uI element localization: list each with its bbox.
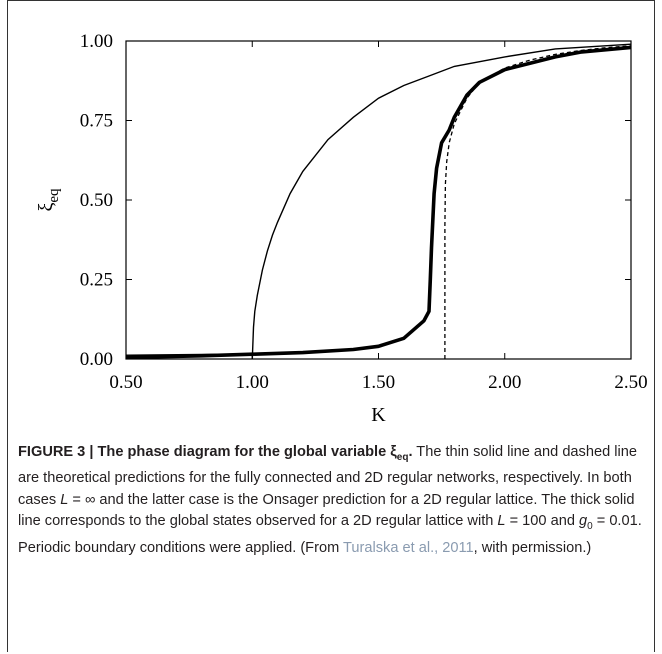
y-tick-label: 0.50	[80, 190, 113, 211]
series-line-dashed	[444, 45, 632, 359]
phase-diagram-chart: 0.50 1.00 1.50 2.00 2.50 0.00 0.25 0.50 0.75 1.00…	[35, 31, 648, 426]
x-tick-label: 1.50	[362, 372, 395, 393]
caption-text-end: , with permission.)	[473, 539, 592, 556]
caption-text-part3: = 100 and	[505, 513, 579, 530]
caption-text-part4: = 0.01. Periodic boundary conditions wer…	[18, 513, 642, 556]
svg-text:ξeq: ξeq	[35, 188, 62, 212]
figure-caption: FIGURE 3 | The phase diagram for the glo…	[18, 442, 643, 559]
x-axis-title: K	[371, 404, 386, 426]
series-line-thin-solid	[125, 43, 632, 360]
caption-text-part2: = ∞ and the latter case is the Onsager p…	[18, 491, 635, 530]
caption-figure-label: FIGURE 3 | The phase diagram for the glo…	[18, 444, 413, 463]
y-axis-title-subscript: eq	[46, 188, 62, 203]
caption-text-part1: The thin solid line and dashed line are …	[18, 444, 637, 508]
y-tick-label: 0.75	[80, 111, 113, 132]
y-axis-title-base: ξ	[35, 203, 57, 212]
series-line-thick-solid	[125, 45, 632, 360]
x-tick-label: 2.50	[614, 372, 647, 393]
x-tick-label: 1.00	[236, 372, 269, 393]
plot-area	[125, 40, 632, 360]
caption-variable-L: L	[60, 491, 69, 508]
caption-variable-L-2: L	[497, 513, 506, 530]
y-axis-title: ξeq	[35, 188, 62, 212]
figure-frame	[7, 0, 655, 652]
caption-variable-g: g	[579, 513, 588, 530]
y-tick-label: 0.00	[80, 349, 113, 370]
y-tick-label: 1.00	[80, 31, 113, 52]
x-tick-label: 2.00	[488, 372, 521, 393]
caption-variable-g-subscript: 0	[587, 521, 593, 533]
x-tick-label: 0.50	[109, 372, 142, 393]
y-tick-label: 0.25	[80, 270, 113, 291]
caption-citation-link[interactable]: Turalska et al., 2011	[343, 539, 474, 556]
